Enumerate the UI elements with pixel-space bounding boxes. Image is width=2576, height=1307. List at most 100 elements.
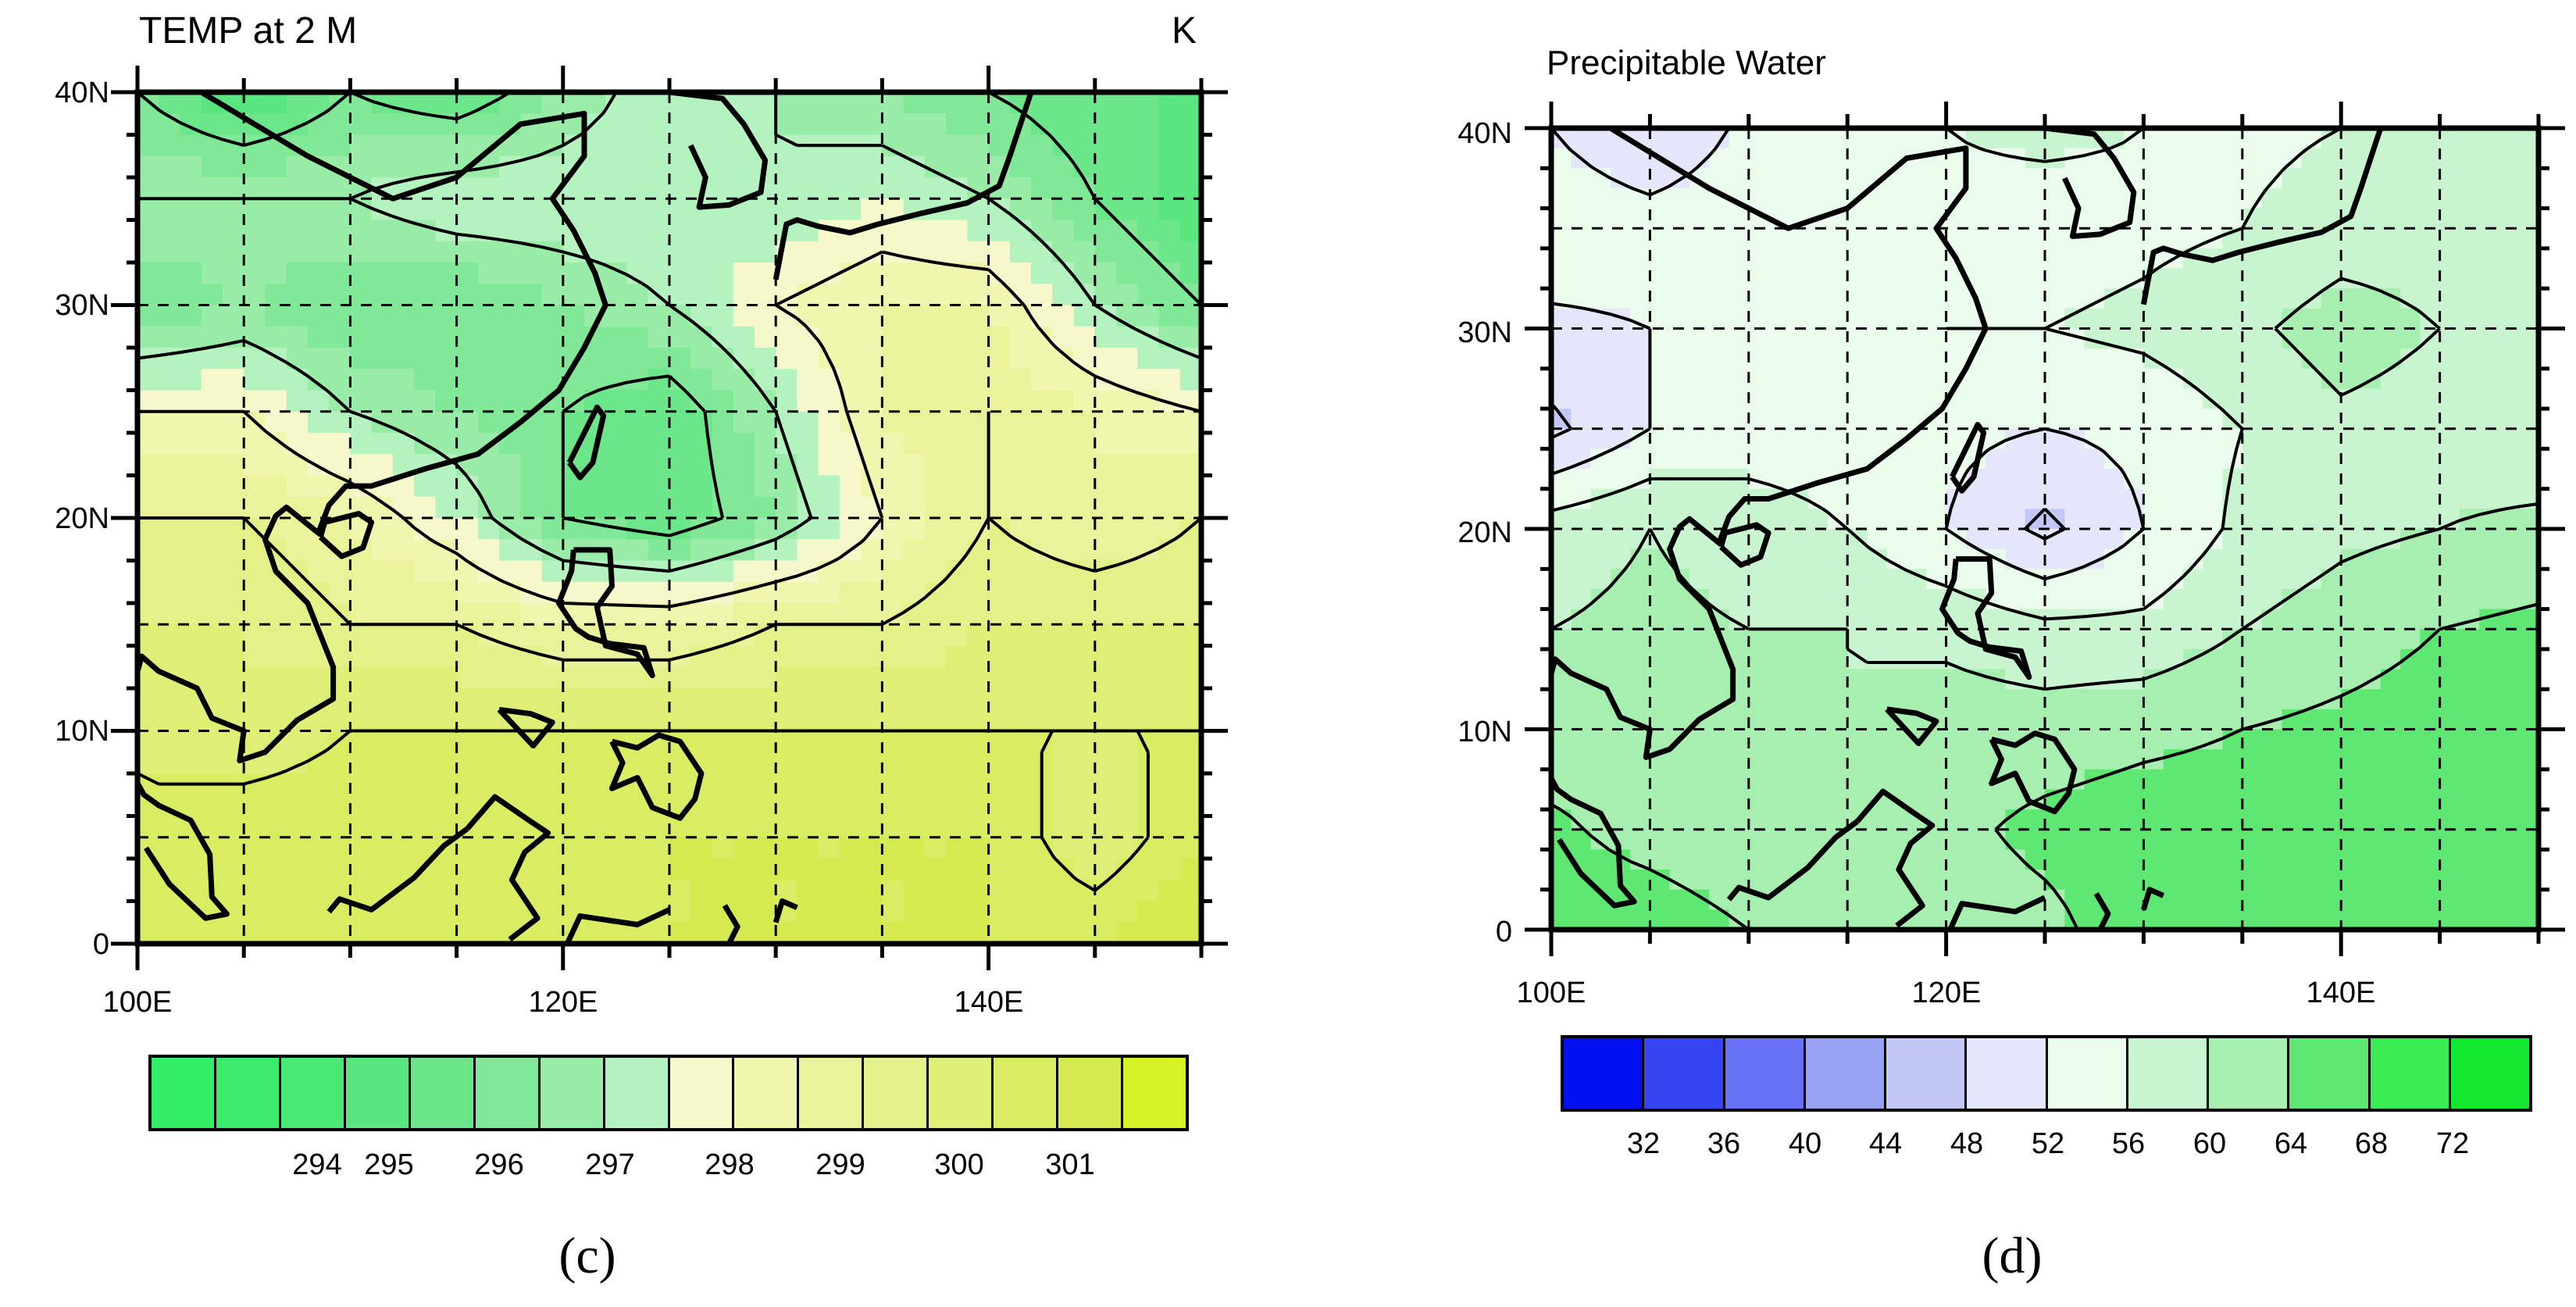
coastline-path xyxy=(1939,556,2032,680)
field-cell xyxy=(222,518,244,541)
field-cell xyxy=(1827,909,1848,930)
colorbar-label: 299 xyxy=(815,1148,865,1181)
field-cell xyxy=(988,560,1011,583)
field-cell xyxy=(1031,624,1054,647)
field-cell xyxy=(648,859,670,881)
field-cell xyxy=(1986,609,2007,630)
field-cell xyxy=(1926,488,1947,510)
field-cell xyxy=(137,709,160,732)
field-cell xyxy=(2459,709,2480,730)
field-cell xyxy=(1571,187,1592,209)
field-cell xyxy=(584,177,607,200)
field-cell xyxy=(818,411,840,434)
field-cell xyxy=(2439,268,2460,289)
field-cell xyxy=(2045,288,2066,309)
field-cell xyxy=(967,220,990,242)
field-cell xyxy=(1986,288,2007,309)
field-cell xyxy=(839,113,862,136)
field-cell xyxy=(1729,368,1750,390)
field-cell xyxy=(712,305,734,327)
field-cell xyxy=(861,92,883,115)
field-cell xyxy=(137,433,160,455)
field-cell xyxy=(1571,909,1592,930)
field-cell xyxy=(2301,849,2322,870)
field-cell xyxy=(2262,829,2283,851)
field-cell xyxy=(2420,588,2441,610)
field-cell xyxy=(1788,248,1809,270)
field-cell xyxy=(1052,220,1075,242)
field-cell xyxy=(414,773,437,796)
field-cell xyxy=(1073,730,1096,753)
field-cell xyxy=(2203,709,2224,730)
field-cell xyxy=(903,624,926,647)
field-cell xyxy=(2321,809,2342,830)
field-cell xyxy=(1768,409,1789,430)
field-cell xyxy=(2103,187,2125,209)
field-cell xyxy=(2124,789,2145,810)
field-cell xyxy=(776,198,798,221)
field-cell xyxy=(2518,829,2539,851)
field-cell xyxy=(2439,789,2460,810)
field-cell xyxy=(2439,529,2460,550)
field-cell xyxy=(477,709,500,732)
field-cell xyxy=(818,241,840,263)
coastline-path xyxy=(1718,522,1771,568)
field-cell xyxy=(1788,148,1809,170)
field-cell xyxy=(1590,789,1611,810)
field-cell xyxy=(2005,509,2026,530)
field-cell xyxy=(1179,305,1201,327)
field-cell xyxy=(2479,769,2500,791)
field-cell xyxy=(1907,328,1928,349)
field-cell xyxy=(2222,669,2243,690)
field-cell xyxy=(1986,228,2007,249)
field-cell xyxy=(1590,509,1611,530)
field-cell xyxy=(733,859,755,881)
field-cell xyxy=(159,411,181,434)
field-cell xyxy=(2321,769,2342,791)
field-cell xyxy=(988,645,1011,668)
field-cell xyxy=(2163,308,2184,330)
field-cell xyxy=(882,581,904,604)
field-cell xyxy=(754,603,776,626)
field-cell xyxy=(371,837,394,859)
field-cell xyxy=(2420,388,2441,409)
field-cell xyxy=(1886,588,1907,610)
field-cell xyxy=(1768,288,1789,309)
field-cell xyxy=(1768,829,1789,851)
field-cell xyxy=(2163,889,2184,911)
field-cell xyxy=(1116,454,1139,477)
field-cell xyxy=(1590,729,1611,750)
field-cell xyxy=(1116,795,1139,817)
field-cell xyxy=(2143,488,2164,510)
field-cell xyxy=(946,496,969,519)
field-cell xyxy=(1768,789,1789,810)
field-cell xyxy=(1094,496,1117,519)
field-cell xyxy=(414,560,437,583)
field-cell xyxy=(1630,569,1651,590)
colorbar-swatch-2 xyxy=(280,1058,346,1128)
field-cell xyxy=(137,730,160,753)
field-cell xyxy=(2143,609,2164,630)
field-cell xyxy=(2321,428,2342,450)
field-cell xyxy=(477,113,500,136)
field-cell xyxy=(456,411,479,434)
field-cell xyxy=(967,880,990,902)
field-cell xyxy=(2499,909,2520,930)
field-cell xyxy=(435,284,458,306)
field-cell xyxy=(2103,749,2125,770)
field-cell xyxy=(371,454,394,477)
field-cell xyxy=(2518,128,2539,149)
field-cell xyxy=(2005,168,2026,189)
field-cell xyxy=(924,411,947,434)
field-cell xyxy=(1052,518,1075,541)
field-cell xyxy=(903,177,926,200)
field-cell xyxy=(2341,729,2362,750)
field-cell xyxy=(733,348,755,370)
field-cell xyxy=(1669,428,1690,450)
field-cell xyxy=(2301,208,2322,230)
field-cell xyxy=(520,496,543,519)
field-cell xyxy=(2262,368,2283,390)
field-cell xyxy=(1610,409,1631,430)
coastline-path xyxy=(555,547,655,679)
field-cell xyxy=(2025,187,2046,209)
